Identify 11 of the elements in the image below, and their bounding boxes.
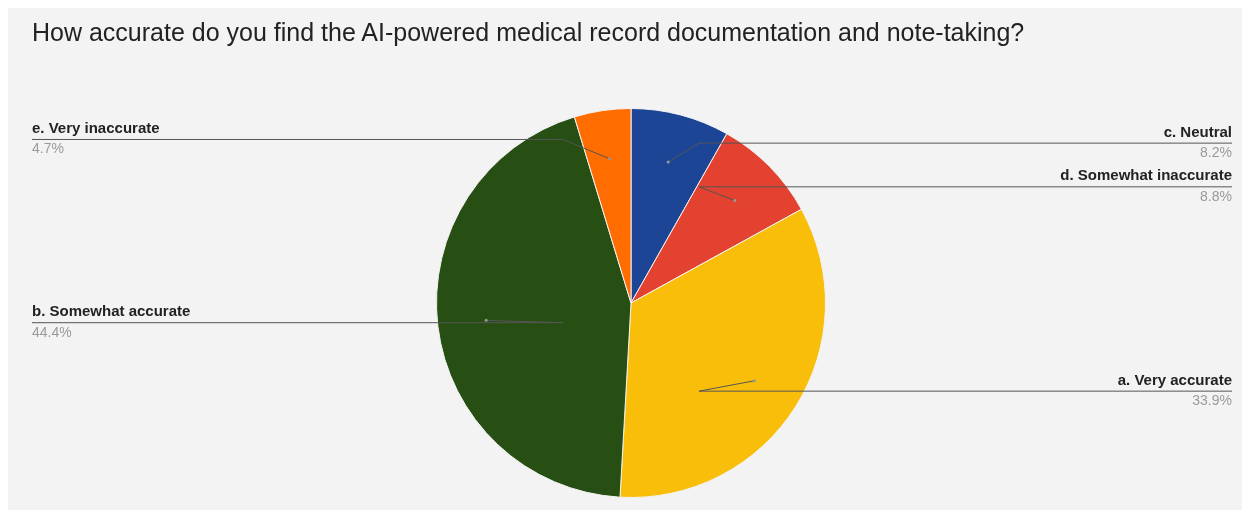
slice-label: b. Somewhat accurate (32, 302, 191, 320)
data-label: 44.4% (32, 323, 72, 340)
slice-label: d. Somewhat inaccurate (1060, 166, 1232, 184)
data-label: 4.7% (32, 140, 64, 157)
slice-label: a. Very accurate (1117, 370, 1232, 388)
data-label: 8.8% (1200, 187, 1232, 204)
data-label: 33.9% (1192, 392, 1232, 409)
chart-title: How accurate do you find the AI-powered medical record documentation and note-taking? (32, 18, 1026, 46)
slice-label: e. Very inaccurate (32, 119, 160, 137)
slice-label: c. Neutral (1163, 122, 1232, 140)
data-label: 8.2% (1200, 143, 1232, 160)
